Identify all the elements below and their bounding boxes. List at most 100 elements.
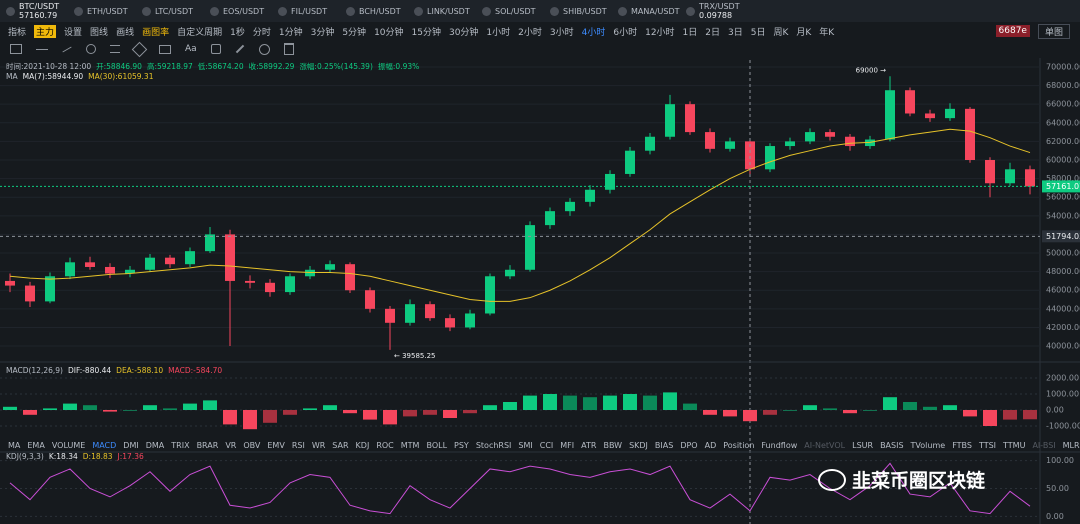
tool-icon[interactable]: [235, 44, 244, 54]
symbol-tab[interactable]: LTC/USDT: [136, 6, 204, 16]
tool-icon[interactable]: [131, 41, 148, 57]
indicator-tab[interactable]: AD: [704, 441, 717, 450]
period[interactable]: 2小时: [518, 27, 542, 38]
indicator-tab[interactable]: MFI: [560, 441, 575, 450]
period[interactable]: 3小时: [549, 27, 574, 38]
toolbar-item[interactable]: 画图率: [142, 27, 170, 38]
macd-bar: [783, 410, 797, 411]
indicator-tab[interactable]: WR: [311, 441, 326, 450]
indicator-tab[interactable]: StochRSI: [475, 441, 512, 450]
indicator-tab[interactable]: SMI: [518, 441, 533, 450]
symbol: TRX/USDT: [699, 2, 740, 11]
indicator-tab[interactable]: OBV: [243, 441, 261, 450]
indicator-tab[interactable]: ATR: [581, 441, 597, 450]
symbol-tab[interactable]: MANA/USDT: [612, 6, 680, 16]
tool-icon[interactable]: [258, 43, 270, 55]
macd-bar: [743, 410, 757, 422]
toolbar-item[interactable]: 设置: [64, 27, 83, 38]
indicator-tab[interactable]: AI-NetVOL: [804, 441, 846, 450]
indicator-tab[interactable]: BIAS: [654, 441, 674, 450]
indicator-tab[interactable]: RSI: [291, 441, 305, 450]
symbol-tab[interactable]: SOL/USDT: [476, 6, 544, 16]
indicator-tab[interactable]: MA: [8, 441, 21, 450]
tool-icon[interactable]: [159, 44, 171, 54]
period[interactable]: 12小时: [645, 27, 675, 38]
tool-icon[interactable]: [86, 44, 96, 54]
period[interactable]: 10分钟: [374, 27, 404, 38]
tool-icon[interactable]: [210, 44, 221, 54]
indicator-tab[interactable]: BBW: [603, 441, 623, 450]
period[interactable]: 5分钟: [342, 27, 367, 38]
symbol-tab[interactable]: EOS/USDT: [204, 6, 272, 16]
indicator-tab[interactable]: MLR: [1062, 441, 1080, 450]
period[interactable]: 2日: [705, 27, 721, 38]
indicator-tab[interactable]: PSY: [454, 441, 469, 450]
period[interactable]: 30分钟: [448, 27, 479, 38]
period[interactable]: 15分钟: [411, 27, 441, 38]
indicator-tab[interactable]: EMA: [27, 441, 45, 450]
period[interactable]: 分时: [252, 27, 271, 38]
symbol-tab[interactable]: ETH/USDT: [68, 6, 136, 16]
symbol-tab[interactable]: SHIB/USDT: [544, 6, 612, 16]
indicator-tab[interactable]: CCI: [539, 441, 554, 450]
indicator-tab[interactable]: EMV: [267, 441, 285, 450]
tool-icon[interactable]: [110, 45, 120, 53]
period[interactable]: 年K: [819, 27, 835, 38]
period[interactable]: 月K: [796, 27, 812, 38]
indicator-tab[interactable]: TVolume: [910, 441, 946, 450]
toolbar-right[interactable]: 6687e: [995, 25, 1030, 37]
toolbar-item[interactable]: 画线: [116, 27, 135, 38]
text-tool[interactable]: Aa: [185, 44, 197, 54]
indicator-tab[interactable]: LSUR: [852, 441, 874, 450]
toolbar-item[interactable]: 主力: [34, 24, 57, 38]
indicator-tab[interactable]: VR: [225, 441, 237, 450]
period[interactable]: 3日: [728, 27, 743, 38]
indicator-tab[interactable]: DPO: [680, 441, 698, 450]
toolbar-item[interactable]: 指标: [8, 27, 27, 38]
macd-bar: [483, 405, 497, 410]
period[interactable]: 1日: [682, 27, 698, 38]
indicator-tab[interactable]: BRAR: [196, 441, 219, 450]
indicator-tab[interactable]: BOLL: [426, 441, 448, 450]
symbol-tab[interactable]: LINK/USDT: [408, 6, 476, 16]
period[interactable]: 1秒: [230, 27, 245, 38]
symbol-tab[interactable]: FIL/USDT: [272, 6, 340, 16]
indicator-tab[interactable]: Position: [723, 441, 755, 450]
toolbar-item[interactable]: 图线: [90, 27, 109, 38]
period[interactable]: 6小时: [613, 27, 638, 38]
indicator-tab[interactable]: MACD: [92, 441, 117, 450]
indicator-tab[interactable]: TRIX: [171, 441, 190, 450]
indicator-tab[interactable]: TTSI: [978, 441, 997, 450]
indicator-tab[interactable]: SAR: [332, 441, 349, 450]
indicator-tab[interactable]: DMA: [145, 441, 165, 450]
indicator-tab[interactable]: DMI: [123, 441, 139, 450]
candle-body: [825, 132, 835, 137]
period[interactable]: 4小时: [581, 27, 606, 38]
period[interactable]: 周K: [773, 27, 789, 38]
tool-icon[interactable]: [10, 44, 22, 54]
indicator-tab[interactable]: AI-BSI: [1032, 441, 1056, 450]
indicator-tab[interactable]: BASIS: [880, 441, 904, 450]
indicator-tab[interactable]: Fundflow: [761, 441, 798, 450]
tool-icon[interactable]: [36, 48, 48, 50]
symbol-tab[interactable]: TRX/USDT 0.09788: [680, 2, 748, 20]
period[interactable]: 5日: [750, 27, 766, 38]
tool-icon[interactable]: [283, 43, 294, 55]
indicator-tab[interactable]: MTM: [400, 441, 420, 450]
indicator-tab[interactable]: TTMU: [1003, 441, 1026, 450]
indicator-tab[interactable]: SKDJ: [629, 441, 648, 450]
tool-icon[interactable]: [62, 46, 72, 52]
indicator-tab[interactable]: KDJ: [355, 441, 370, 450]
toolbar-item[interactable]: 自定义周期: [177, 27, 223, 38]
symbol-tab[interactable]: BCH/USDT: [340, 6, 408, 16]
period[interactable]: 1小时: [486, 27, 511, 38]
period[interactable]: 3分钟: [310, 27, 335, 38]
indicator-tab[interactable]: VOLUME: [51, 441, 86, 450]
toolbar-right[interactable]: 单图: [1037, 23, 1070, 39]
period[interactable]: 1分钟: [278, 27, 303, 38]
symbol-tab[interactable]: BTC/USDT 57160.79: [0, 2, 68, 20]
indicator-tab[interactable]: FTBS: [952, 441, 972, 450]
indicator-tab[interactable]: ROC: [376, 441, 394, 450]
kdj-legend: KDJ(9,3,3) K:18.34 D:18.83 J:17.36: [6, 452, 144, 461]
